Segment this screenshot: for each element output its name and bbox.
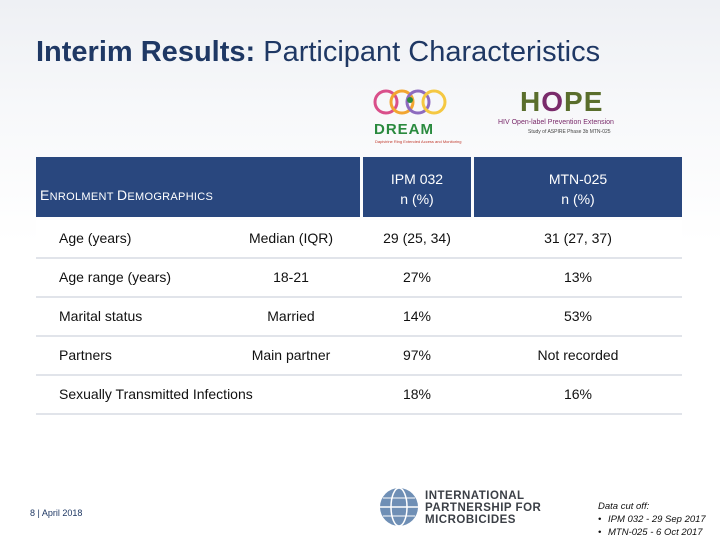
cutoff-ipm032: IPM 032 - 29 Sep 2017 bbox=[598, 513, 706, 526]
cutoff-mtn025: MTN-025 - 6 Oct 2017 bbox=[598, 526, 706, 539]
table-row: Partners Main partner 97% Not recorded bbox=[36, 337, 682, 374]
hope-study-line: Study of ASPIRE Phase 3b MTN-025 bbox=[528, 129, 611, 135]
row-label: Age range (years) bbox=[59, 269, 172, 285]
row-mtn025-value: 53% bbox=[563, 308, 593, 324]
row-sublabel: 18-21 bbox=[273, 269, 309, 285]
page-title: Interim Results: Participant Characteris… bbox=[36, 36, 600, 69]
presentation-date: April 2018 bbox=[41, 508, 83, 518]
row-label: Age (years) bbox=[59, 230, 132, 246]
row-mtn025-value: 13% bbox=[563, 269, 593, 285]
row-label: Marital status bbox=[59, 308, 143, 324]
row-sublabel: Median (IQR) bbox=[248, 230, 334, 246]
ipm-org-name: International Partnership for Microbicid… bbox=[425, 490, 542, 526]
row-divider bbox=[36, 335, 682, 337]
row-ipm032-value: 27% bbox=[402, 269, 432, 285]
row-label: Sexually Transmitted Infections bbox=[59, 386, 253, 402]
row-mtn025-value: 16% bbox=[563, 386, 593, 402]
table-header-ipm032: IPM 032 n (%) bbox=[363, 157, 471, 217]
page-number: 8 bbox=[30, 508, 36, 518]
row-ipm032-value: 29 (25, 34) bbox=[383, 230, 451, 246]
hope-subtitle: HIV Open-label Prevention Extension bbox=[498, 119, 614, 126]
row-divider bbox=[36, 257, 682, 259]
dream-name: DREAM bbox=[374, 121, 434, 138]
row-mtn025-value: 31 (27, 37) bbox=[544, 230, 612, 246]
title-rest: Participant Characteristics bbox=[255, 36, 601, 68]
row-label: Partners bbox=[59, 347, 112, 363]
row-mtn025-value: Not recorded bbox=[537, 347, 619, 363]
row-ipm032-value: 97% bbox=[402, 347, 432, 363]
row-ipm032-value: 18% bbox=[402, 386, 432, 402]
row-sublabel: Main partner bbox=[251, 347, 331, 363]
table-row: Age range (years) 18-21 27% 13% bbox=[36, 259, 682, 296]
table-row: Age (years) Median (IQR) 29 (25, 34) 31 … bbox=[36, 220, 682, 257]
cutoff-title: Data cut off: bbox=[598, 501, 650, 512]
row-divider bbox=[36, 413, 682, 415]
mtn025-unit: n (%) bbox=[561, 191, 595, 207]
data-cutoff-note: Data cut off: IPM 032 - 29 Sep 2017 MTN-… bbox=[598, 500, 706, 539]
ipm-globe-icon bbox=[380, 487, 418, 527]
mtn025-heading: MTN-025 bbox=[548, 171, 608, 187]
dream-tagline: Dapivirine Ring Extended Access and Moni… bbox=[375, 139, 462, 144]
dream-logo-icon bbox=[373, 89, 447, 115]
table-row: Sexually Transmitted Infections 18% 16% bbox=[36, 376, 682, 413]
ipm032-heading: IPM 032 bbox=[390, 171, 444, 187]
row-divider bbox=[36, 296, 682, 298]
table-header-label-cell: ENROLMENT DEMOGRAPHICS bbox=[36, 157, 360, 217]
enrolment-demographics-heading: ENROLMENT DEMOGRAPHICS bbox=[40, 187, 214, 203]
footer-separator: | bbox=[37, 508, 40, 518]
ipm032-unit: n (%) bbox=[400, 191, 434, 207]
title-bold: Interim Results: bbox=[36, 36, 256, 68]
table-header-mtn025: MTN-025 n (%) bbox=[474, 157, 682, 217]
row-ipm032-value: 14% bbox=[402, 308, 432, 324]
table-row: Marital status Married 14% 53% bbox=[36, 298, 682, 335]
page-number-date: 8 | April 2018 bbox=[30, 508, 82, 518]
row-divider bbox=[36, 374, 682, 376]
row-sublabel: Married bbox=[267, 308, 315, 324]
hope-name: HOPE bbox=[520, 86, 604, 117]
